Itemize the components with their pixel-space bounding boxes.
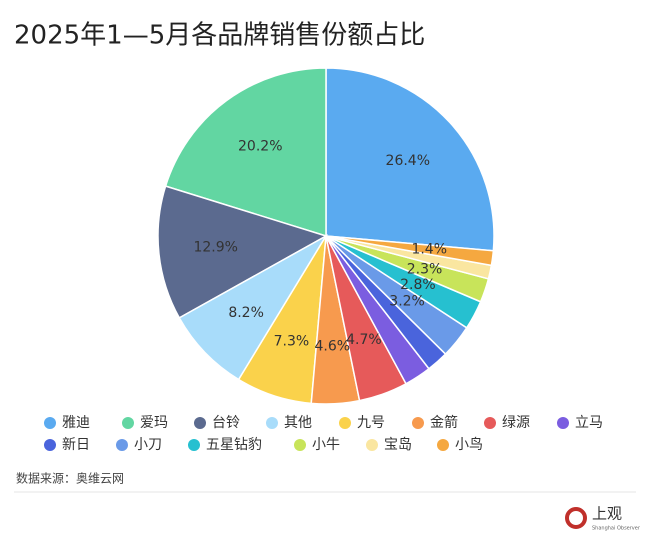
legend-label: 小刀 [134, 437, 162, 453]
source: 数据来源：奥维云网 [16, 471, 124, 486]
pie-slice [325, 235, 495, 267]
legend-swatch [266, 417, 278, 429]
logo-name: 上观 [592, 505, 622, 523]
pie-slice [325, 67, 495, 252]
data-label: 4.7% [346, 332, 382, 348]
logo-subtitle: Shanghai Observer [592, 526, 641, 532]
logo: 上观 Shanghai Observer [565, 505, 641, 532]
data-label: 7.3% [274, 333, 310, 349]
legend-label: 爱玛 [140, 415, 168, 431]
legend-label: 台铃 [212, 415, 240, 431]
data-label: 4.6% [314, 339, 350, 355]
legend-swatch [294, 439, 306, 451]
legend-label: 宝岛 [384, 437, 412, 453]
legend-swatch [484, 417, 496, 429]
legend-label: 小牛 [312, 437, 340, 453]
legend-swatch [44, 417, 56, 429]
pie-slice [157, 185, 328, 319]
data-label: 2.8% [400, 277, 436, 293]
legend-swatch [557, 417, 569, 429]
legend-label: 九号 [357, 415, 385, 431]
legend-label: 小鸟 [455, 437, 483, 453]
legend-swatch [412, 417, 424, 429]
legend-swatch [339, 417, 351, 429]
legend-swatch [194, 417, 206, 429]
pie-slice [164, 67, 327, 238]
legend-swatch [188, 439, 200, 451]
data-label: 2.3% [407, 262, 443, 278]
data-label: 3.2% [389, 293, 425, 309]
legend-label: 立马 [575, 415, 603, 431]
legend-label: 雅迪 [62, 415, 90, 431]
legend-label: 绿源 [502, 415, 530, 431]
legend-label: 新日 [62, 437, 90, 453]
legend-swatch [122, 417, 134, 429]
legend-label: 金箭 [430, 414, 458, 431]
data-label: 8.2% [228, 305, 264, 321]
legend-label: 其他 [284, 415, 312, 431]
data-label: 1.4% [411, 242, 447, 258]
legend-swatch [366, 439, 378, 451]
data-label: 20.2% [238, 139, 282, 155]
legend-swatch [437, 439, 449, 451]
chart-title: 2025年1—5月各品牌销售份额占比 [14, 21, 425, 51]
pie-slice [178, 233, 329, 381]
legend-label: 五星钻豹 [206, 437, 262, 453]
legend-swatch [116, 439, 128, 451]
data-label: 26.4% [386, 153, 430, 169]
legend-swatch [44, 439, 56, 451]
data-label: 12.9% [193, 239, 237, 255]
